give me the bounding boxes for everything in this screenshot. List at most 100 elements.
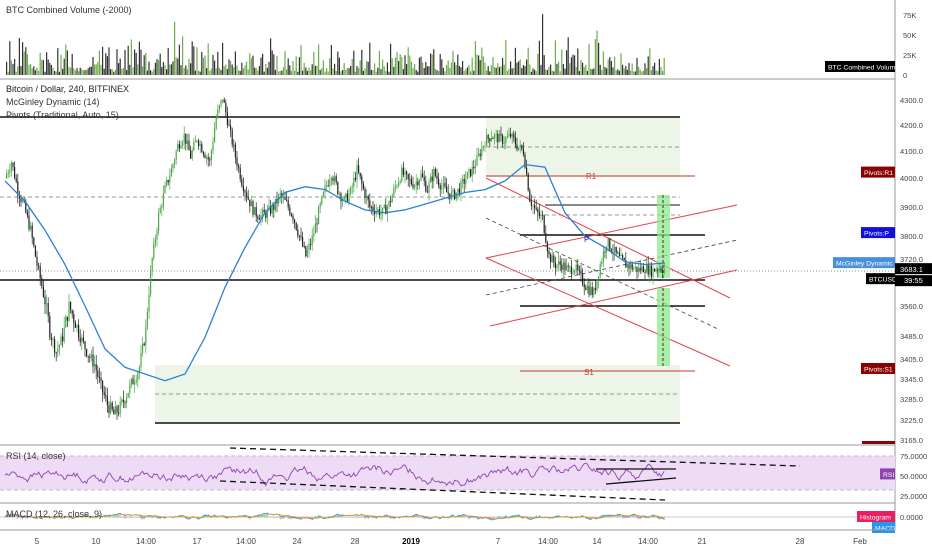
- volume-bar: [17, 66, 18, 75]
- volume-bar: [323, 61, 324, 75]
- macd-histogram-bar: [217, 517, 218, 518]
- volume-bar: [438, 71, 439, 75]
- macd-histogram-bar: [656, 517, 657, 518]
- volume-bar: [657, 71, 658, 75]
- candle-body: [246, 193, 247, 197]
- volume-bar: [620, 53, 621, 75]
- candle-body: [257, 217, 258, 219]
- macd-histogram-bar: [110, 516, 111, 517]
- volume-bar: [339, 58, 340, 75]
- volume-bar: [230, 61, 231, 75]
- candle-body: [145, 326, 146, 345]
- volume-bar: [128, 46, 129, 75]
- candle-body: [340, 194, 341, 201]
- candle-body: [152, 258, 153, 271]
- candle-body: [408, 174, 409, 179]
- candle-body: [198, 141, 199, 146]
- candle-body: [532, 205, 533, 206]
- volume-bar: [374, 63, 375, 75]
- volume-bar: [121, 69, 122, 75]
- volume-bar: [436, 70, 437, 75]
- volume-bar: [166, 69, 167, 75]
- candle-body: [99, 377, 100, 378]
- volume-bar: [89, 67, 90, 75]
- candle-body: [113, 410, 114, 415]
- pivot-label-s1: S1: [584, 368, 594, 377]
- candle-body: [662, 271, 663, 273]
- candle-body: [172, 164, 173, 168]
- candle-body: [30, 226, 31, 230]
- candle-body: [180, 146, 181, 149]
- price-axis-tick: 4100.0: [900, 147, 923, 156]
- volume-bar: [171, 64, 172, 75]
- candle-body: [216, 118, 217, 129]
- volume-bar: [316, 66, 317, 75]
- volume-bar: [664, 58, 665, 75]
- candle-body: [104, 392, 105, 395]
- candle-body: [68, 302, 69, 321]
- candle-body: [161, 207, 162, 208]
- volume-bar: [321, 68, 322, 75]
- candle-body: [372, 207, 373, 211]
- volume-bar: [523, 65, 524, 75]
- volume-bar: [622, 65, 623, 75]
- candle-body: [89, 357, 90, 358]
- volume-bar: [448, 60, 449, 75]
- candle-body: [16, 178, 17, 181]
- time-axis-tick: 5: [35, 537, 40, 546]
- macd-histogram-bar: [499, 516, 500, 517]
- macd-histogram-bar: [465, 517, 466, 518]
- volume-bar: [460, 67, 461, 75]
- macd-histogram-bar: [419, 517, 420, 518]
- candle-body: [595, 288, 596, 290]
- price-axis-tick: 3165.0: [900, 436, 923, 445]
- volume-bar: [617, 69, 618, 75]
- candle-body: [584, 284, 585, 287]
- volume-bar: [420, 57, 421, 75]
- candle-body: [473, 167, 474, 168]
- volume-bar: [414, 64, 415, 75]
- candle-body: [124, 402, 125, 403]
- volume-bar: [252, 56, 253, 75]
- volume-bar: [208, 43, 209, 75]
- candle-body: [624, 258, 625, 260]
- candle-body: [564, 263, 565, 270]
- volume-bar: [358, 68, 359, 75]
- volume-axis-tick: 25K: [903, 51, 916, 60]
- macd-histogram-bar: [139, 517, 140, 518]
- volume-bar: [488, 66, 489, 75]
- volume-bar: [384, 66, 385, 75]
- volume-bar: [652, 66, 653, 75]
- candle-body: [400, 181, 401, 182]
- candle-body: [153, 243, 154, 258]
- candle-body: [169, 176, 170, 182]
- volume-bar: [232, 65, 233, 75]
- volume-bar: [244, 65, 245, 75]
- volume-bar: [257, 71, 258, 75]
- volume-bar: [516, 63, 517, 75]
- candle-body: [608, 239, 609, 247]
- volume-bar: [118, 63, 119, 75]
- candle-body: [214, 129, 215, 142]
- candle-body: [318, 207, 319, 224]
- badge-pivot: Pivots:S1: [864, 367, 893, 374]
- candle-body: [553, 255, 554, 262]
- volume-bar: [619, 71, 620, 75]
- volume-bar: [428, 66, 429, 75]
- candle-body: [651, 266, 652, 277]
- volume-bar: [550, 65, 551, 75]
- candle-body: [625, 260, 626, 267]
- volume-bar: [449, 68, 450, 75]
- volume-bar: [203, 58, 204, 75]
- volume-bar: [158, 60, 159, 75]
- badge-mcginley: McGinley Dynamic: [836, 261, 893, 268]
- volume-bar: [643, 71, 644, 75]
- volume-bar: [507, 71, 508, 75]
- candle-body: [195, 141, 196, 143]
- candle-body: [529, 191, 530, 202]
- macd-histogram-bar: [129, 517, 130, 518]
- candle-body: [457, 189, 458, 193]
- candle-body: [228, 125, 229, 126]
- volume-bar: [219, 68, 220, 75]
- volume-bar: [395, 58, 396, 75]
